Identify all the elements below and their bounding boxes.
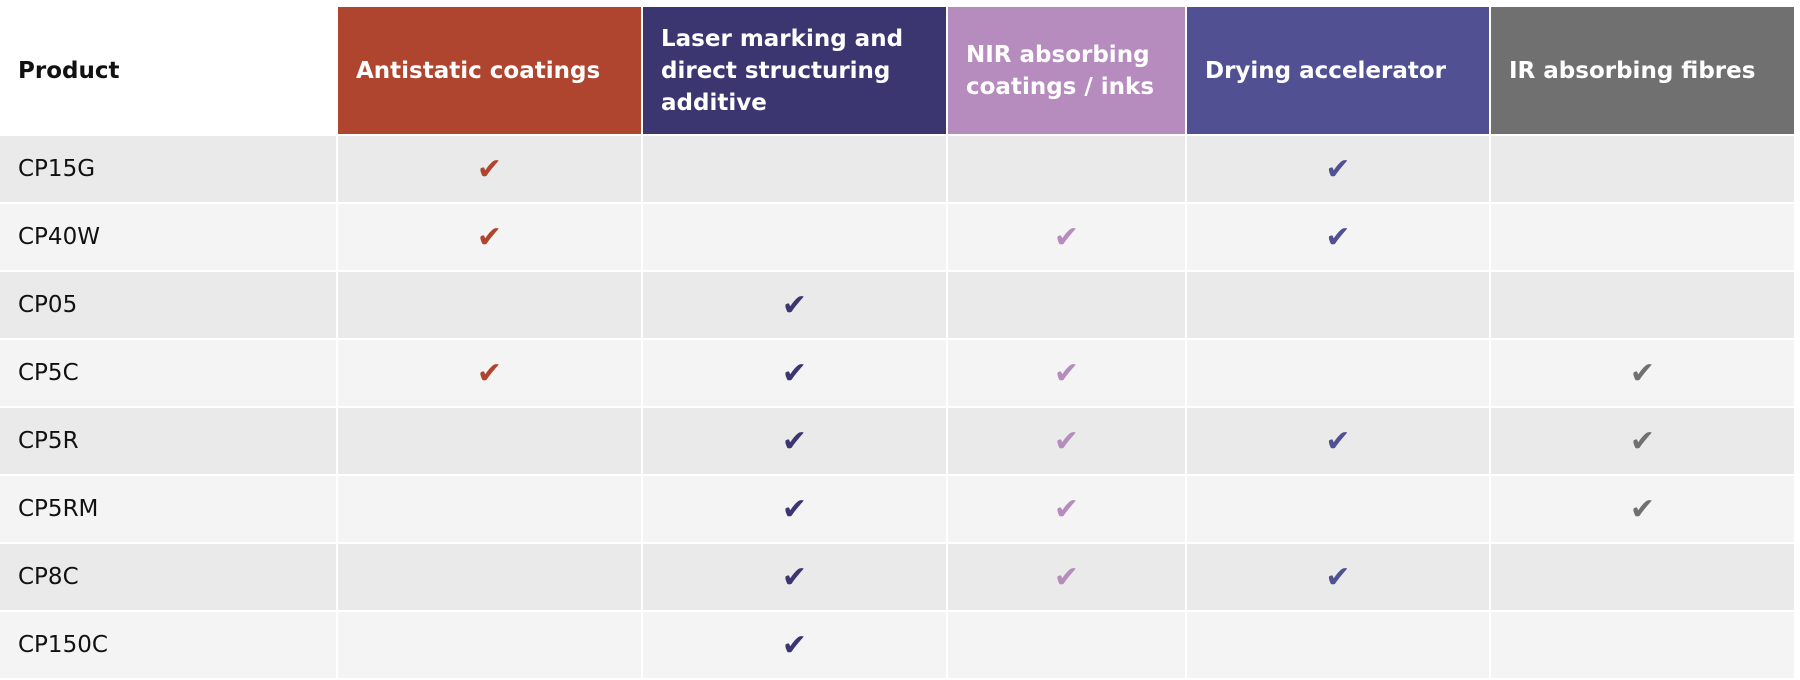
- column-header: Drying accelerator: [1187, 7, 1489, 134]
- table-cell: ✔: [1491, 340, 1794, 406]
- table-cell: [948, 612, 1185, 678]
- table-cell: [1491, 136, 1794, 202]
- check-mark-icon: ✔: [781, 627, 808, 663]
- table-cell: ✔: [1187, 204, 1489, 270]
- table-cell: ✔: [948, 476, 1185, 542]
- table-cell: [338, 408, 641, 474]
- check-mark-icon: ✔: [476, 151, 503, 187]
- table-cell: [1491, 204, 1794, 270]
- table-cell: ✔: [1491, 408, 1794, 474]
- check-mark-icon: ✔: [781, 287, 808, 323]
- table-cell: ✔: [1187, 408, 1489, 474]
- product-name: CP5RM: [0, 476, 336, 542]
- table-cell: ✔: [1187, 544, 1489, 610]
- table-cell: ✔: [643, 408, 946, 474]
- check-mark-icon: ✔: [1325, 423, 1351, 459]
- table-cell: [643, 204, 946, 270]
- table-cell: ✔: [1491, 476, 1794, 542]
- check-mark-icon: ✔: [1053, 423, 1080, 459]
- table-cell: [643, 136, 946, 202]
- table-cell: [1187, 476, 1489, 542]
- table-cell: [1491, 612, 1794, 678]
- column-header: IR absorbing fibres: [1491, 7, 1794, 134]
- table-cell: [948, 272, 1185, 338]
- table-cell: ✔: [1187, 136, 1489, 202]
- check-mark-icon: ✔: [476, 219, 503, 255]
- check-mark-icon: ✔: [1053, 491, 1080, 527]
- check-mark-icon: ✔: [781, 355, 808, 391]
- table-cell: [338, 612, 641, 678]
- table-cell: ✔: [643, 340, 946, 406]
- check-mark-icon: ✔: [1325, 151, 1351, 187]
- table-cell: ✔: [643, 544, 946, 610]
- check-mark-icon: ✔: [781, 559, 808, 595]
- table-cell: [1491, 272, 1794, 338]
- header-product: Product: [0, 7, 336, 134]
- table-cell: [338, 272, 641, 338]
- column-header: Antistatic coatings: [338, 7, 641, 134]
- check-mark-icon: ✔: [1053, 219, 1080, 255]
- table-cell: ✔: [948, 408, 1185, 474]
- table-cell: ✔: [643, 272, 946, 338]
- check-mark-icon: ✔: [1629, 355, 1656, 391]
- product-name: CP150C: [0, 612, 336, 678]
- table-cell: [1187, 340, 1489, 406]
- table-cell: ✔: [338, 340, 641, 406]
- table-cell: [338, 476, 641, 542]
- column-header: Laser marking and direct structuring add…: [643, 7, 946, 134]
- table-cell: ✔: [338, 136, 641, 202]
- table-cell: [1187, 612, 1489, 678]
- product-name: CP5C: [0, 340, 336, 406]
- table-cell: [1187, 272, 1489, 338]
- product-name: CP40W: [0, 204, 336, 270]
- table-cell: [338, 544, 641, 610]
- check-mark-icon: ✔: [1053, 355, 1080, 391]
- product-name: CP5R: [0, 408, 336, 474]
- product-name: CP8C: [0, 544, 336, 610]
- product-name: CP15G: [0, 136, 336, 202]
- table-cell: ✔: [948, 204, 1185, 270]
- check-mark-icon: ✔: [781, 423, 808, 459]
- table-cell: ✔: [338, 204, 641, 270]
- check-mark-icon: ✔: [781, 491, 808, 527]
- table-cell: ✔: [643, 612, 946, 678]
- table-cell: [948, 136, 1185, 202]
- check-mark-icon: ✔: [476, 355, 503, 391]
- check-mark-icon: ✔: [1325, 559, 1351, 595]
- product-name: CP05: [0, 272, 336, 338]
- table-cell: ✔: [948, 544, 1185, 610]
- check-mark-icon: ✔: [1325, 219, 1351, 255]
- table-cell: ✔: [948, 340, 1185, 406]
- check-mark-icon: ✔: [1629, 491, 1656, 527]
- check-mark-icon: ✔: [1629, 423, 1656, 459]
- check-mark-icon: ✔: [1053, 559, 1080, 595]
- table-cell: [1491, 544, 1794, 610]
- table-cell: ✔: [643, 476, 946, 542]
- column-header: NIR absorbing coatings / inks: [948, 7, 1185, 134]
